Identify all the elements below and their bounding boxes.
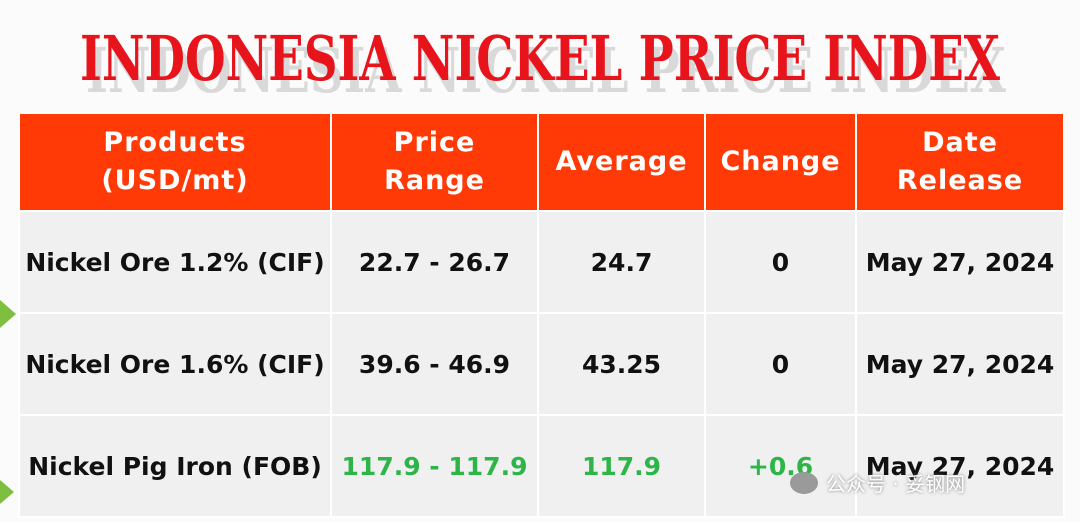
header-line: Products bbox=[103, 127, 247, 158]
title-area: INDONESIA NICKEL PRICE INDEX INDONESIA N… bbox=[80, 22, 1007, 107]
decoration bbox=[0, 300, 16, 328]
header-cell: Average bbox=[537, 112, 706, 212]
table-cell: Nickel Ore 1.6% (CIF) bbox=[18, 312, 332, 416]
header-cell: Change bbox=[704, 112, 857, 212]
table-cell: 117.9 - 117.9 bbox=[330, 414, 539, 518]
watermark-icon bbox=[790, 471, 818, 494]
header-line: Price bbox=[393, 127, 476, 158]
table-body: Nickel Ore 1.2% (CIF) 22.7 - 26.7 24.7 0 May… bbox=[18, 210, 1065, 518]
table-cell: 22.7 - 26.7 bbox=[330, 210, 539, 314]
table-cell: 117.9 bbox=[537, 414, 706, 518]
price-table: Products (USD/mt) Price Range Average Change D… bbox=[18, 112, 1065, 518]
table-cell: May 27, 2024 bbox=[855, 312, 1065, 416]
header-line: Range bbox=[384, 165, 485, 196]
table-row: Nickel Ore 1.6% (CIF) 39.6 - 46.9 43.25 0 Ma… bbox=[18, 312, 1065, 416]
header-line: Change bbox=[720, 146, 841, 177]
header-line: Release bbox=[896, 165, 1024, 196]
header-cell: Products (USD/mt) bbox=[18, 112, 332, 212]
header-line: Date bbox=[922, 127, 998, 158]
table-cell: +0.6 bbox=[704, 414, 857, 518]
table-cell: 24.7 bbox=[537, 210, 706, 314]
table-cell: 39.6 - 46.9 bbox=[330, 312, 539, 416]
table-row: Nickel Ore 1.2% (CIF) 22.7 - 26.7 24.7 0 May… bbox=[18, 210, 1065, 314]
header-cell: Date Release bbox=[855, 112, 1065, 212]
decoration bbox=[0, 480, 14, 504]
header-row: Products (USD/mt) Price Range Average Change D… bbox=[18, 112, 1065, 212]
table-cell: May 27, 2024 bbox=[855, 414, 1065, 518]
header-cell: Price Range bbox=[330, 112, 539, 212]
table-cell: 0 bbox=[704, 312, 857, 416]
watermark: 公众号 · 妥钢网 bbox=[790, 468, 965, 497]
header-line: Average bbox=[555, 146, 688, 177]
header-line: (USD/mt) bbox=[101, 165, 249, 196]
table-cell: 0 bbox=[704, 210, 857, 314]
table-cell: 43.25 bbox=[537, 312, 706, 416]
table-row: Nickel Pig Iron (FOB) 117.9 - 117.9 117.9 +… bbox=[18, 414, 1065, 518]
table-cell: Nickel Pig Iron (FOB) bbox=[18, 414, 332, 518]
watermark-text: 公众号 · 妥钢网 bbox=[826, 472, 966, 496]
title: INDONESIA NICKEL PRICE INDEX bbox=[80, 22, 1001, 95]
table-cell: May 27, 2024 bbox=[855, 210, 1065, 314]
table-cell: Nickel Ore 1.2% (CIF) bbox=[18, 210, 332, 314]
title-shadow: INDONESIA NICKEL PRICE INDEX bbox=[86, 34, 1007, 107]
